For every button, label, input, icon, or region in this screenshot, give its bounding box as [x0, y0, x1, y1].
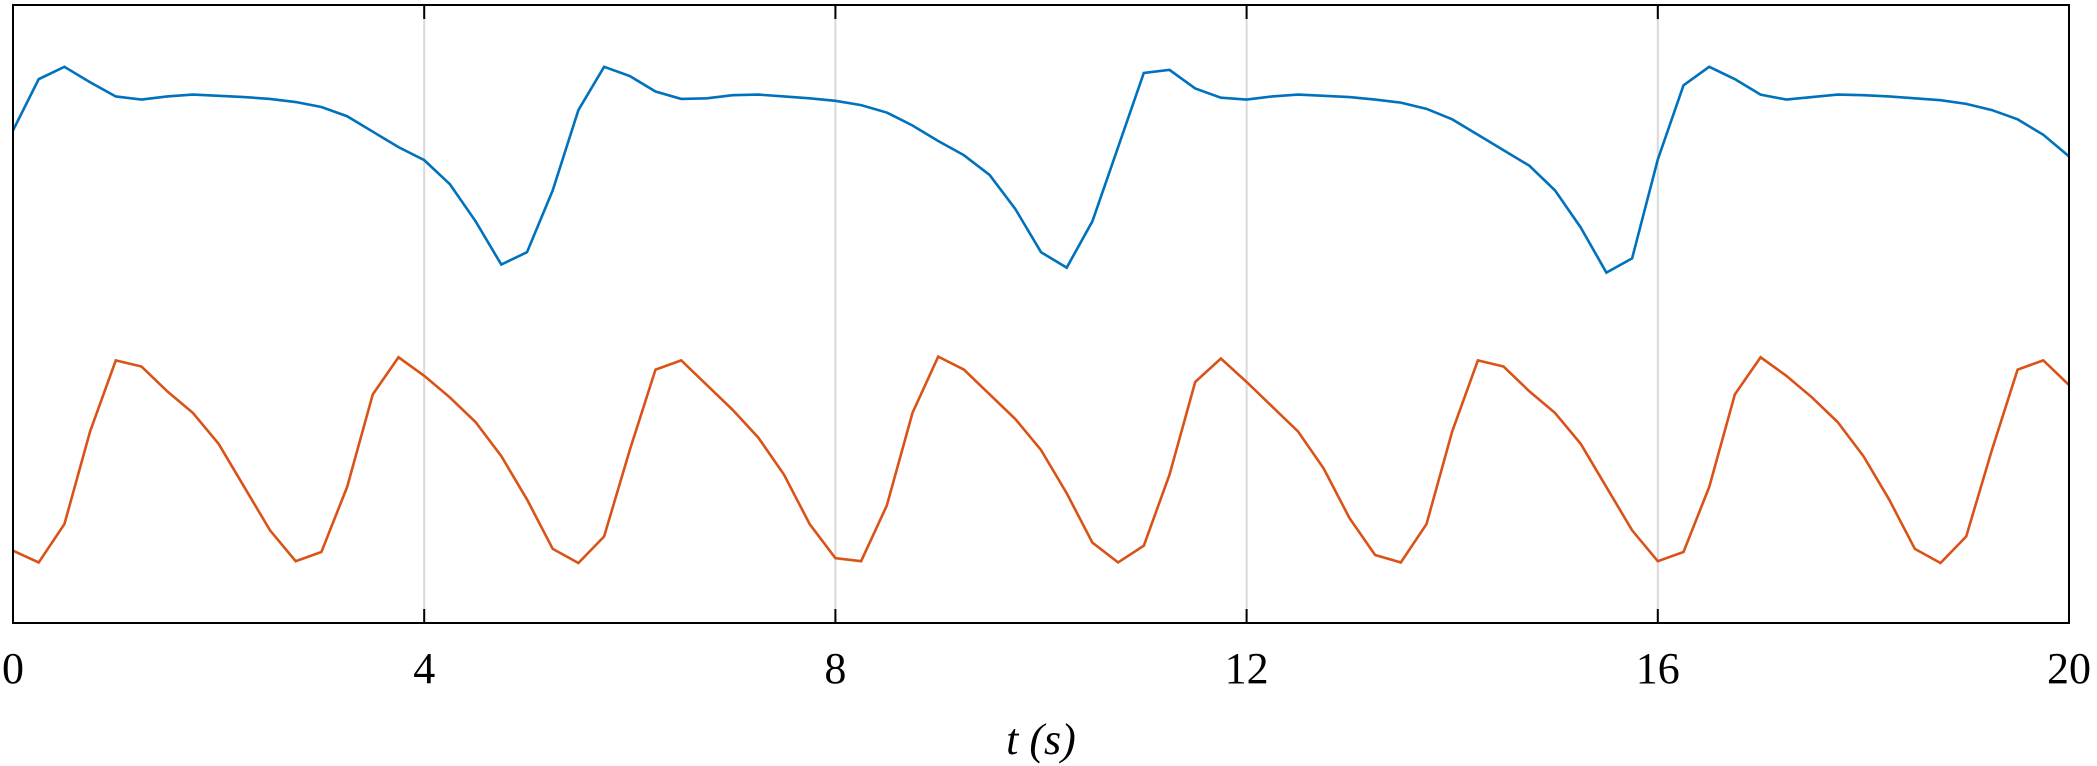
- line-series: [11, 65, 2070, 275]
- x-tick-label: 16: [1636, 644, 1680, 693]
- plot-frame: [12, 4, 2070, 624]
- x-tick-label: 20: [2047, 644, 2091, 693]
- line-series: [12, 354, 2070, 565]
- x-axis-label: t (s): [1006, 715, 1076, 764]
- x-tick-label: 8: [824, 644, 846, 693]
- x-tick-label: 4: [413, 644, 435, 693]
- x-tick-label: 12: [1225, 644, 1269, 693]
- x-tick-label: 0: [2, 644, 24, 693]
